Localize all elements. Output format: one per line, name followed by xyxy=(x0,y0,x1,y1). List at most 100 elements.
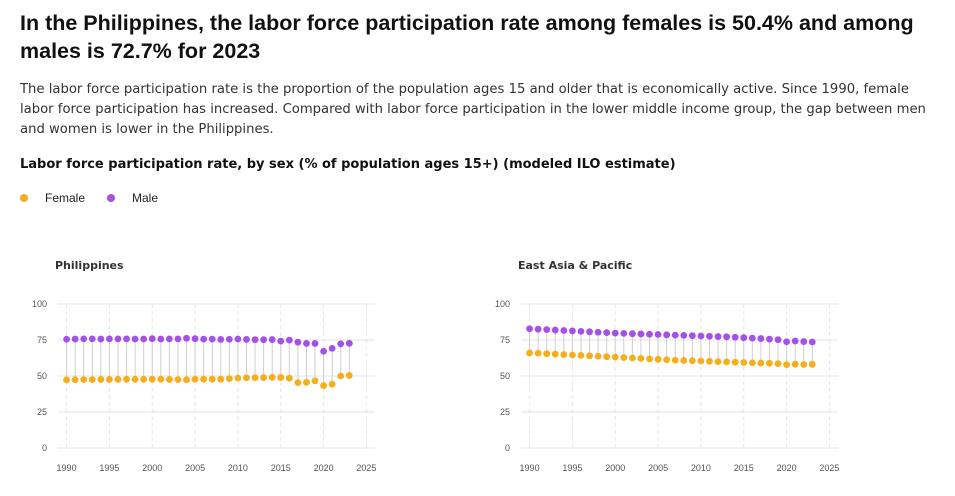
data-point-female[interactable] xyxy=(80,376,88,383)
data-point-male[interactable] xyxy=(320,347,327,355)
data-point-male[interactable] xyxy=(114,335,122,343)
data-point-female[interactable] xyxy=(783,361,790,369)
data-point-male[interactable] xyxy=(594,328,602,336)
data-point-female[interactable] xyxy=(791,360,799,368)
data-point-female[interactable] xyxy=(88,376,96,383)
data-point-male[interactable] xyxy=(791,337,799,345)
data-point-female[interactable] xyxy=(234,374,242,382)
data-point-male[interactable] xyxy=(243,336,250,343)
data-point-female[interactable] xyxy=(268,373,276,381)
data-point-male[interactable] xyxy=(603,329,611,337)
data-point-male[interactable] xyxy=(328,344,336,352)
data-point-male[interactable] xyxy=(106,335,113,343)
data-point-female[interactable] xyxy=(534,349,542,357)
data-point-male[interactable] xyxy=(191,335,199,343)
data-point-female[interactable] xyxy=(217,375,225,383)
data-point-female[interactable] xyxy=(543,350,551,358)
data-point-female[interactable] xyxy=(63,376,70,384)
data-point-male[interactable] xyxy=(586,328,593,336)
data-point-male[interactable] xyxy=(688,332,696,340)
data-point-male[interactable] xyxy=(285,336,293,344)
data-point-male[interactable] xyxy=(800,338,808,345)
data-point-male[interactable] xyxy=(131,335,139,343)
data-point-male[interactable] xyxy=(680,331,688,339)
data-point-female[interactable] xyxy=(148,375,156,383)
data-point-female[interactable] xyxy=(560,351,568,358)
data-point-male[interactable] xyxy=(251,336,259,344)
data-point-male[interactable] xyxy=(620,329,628,337)
data-point-female[interactable] xyxy=(603,353,611,361)
data-point-female[interactable] xyxy=(277,374,285,381)
data-point-female[interactable] xyxy=(663,356,671,364)
data-point-male[interactable] xyxy=(140,335,148,343)
data-point-male[interactable] xyxy=(706,332,713,340)
data-point-male[interactable] xyxy=(337,340,345,348)
data-point-male[interactable] xyxy=(260,336,268,344)
data-point-female[interactable] xyxy=(174,376,182,383)
data-point-female[interactable] xyxy=(577,352,585,359)
data-point-male[interactable] xyxy=(97,335,105,343)
data-point-female[interactable] xyxy=(131,375,139,383)
data-point-male[interactable] xyxy=(663,331,671,339)
data-point-male[interactable] xyxy=(766,335,773,343)
data-point-female[interactable] xyxy=(611,353,619,361)
data-point-female[interactable] xyxy=(731,358,739,366)
data-point-male[interactable] xyxy=(697,332,705,340)
data-point-female[interactable] xyxy=(71,376,79,384)
data-point-female[interactable] xyxy=(671,356,679,364)
data-point-female[interactable] xyxy=(723,358,731,366)
data-point-male[interactable] xyxy=(714,333,722,340)
data-point-male[interactable] xyxy=(783,338,790,346)
data-point-male[interactable] xyxy=(646,330,653,338)
legend-item-male[interactable]: Male xyxy=(107,191,158,205)
data-point-female[interactable] xyxy=(714,358,722,365)
data-point-male[interactable] xyxy=(757,335,765,342)
data-point-male[interactable] xyxy=(208,335,216,343)
data-point-male[interactable] xyxy=(551,326,559,334)
data-point-female[interactable] xyxy=(800,361,808,368)
data-point-female[interactable] xyxy=(208,375,216,383)
data-point-male[interactable] xyxy=(654,331,662,338)
data-point-female[interactable] xyxy=(688,357,696,365)
data-point-female[interactable] xyxy=(697,357,705,365)
data-point-male[interactable] xyxy=(577,327,585,335)
data-point-female[interactable] xyxy=(774,360,782,368)
data-point-male[interactable] xyxy=(637,330,645,338)
data-point-female[interactable] xyxy=(320,382,327,390)
data-point-male[interactable] xyxy=(157,335,165,343)
data-point-male[interactable] xyxy=(174,335,182,343)
data-point-male[interactable] xyxy=(148,335,156,343)
data-point-male[interactable] xyxy=(748,334,756,342)
data-point-female[interactable] xyxy=(225,375,233,382)
data-point-female[interactable] xyxy=(680,357,688,364)
data-point-female[interactable] xyxy=(586,352,593,360)
data-point-female[interactable] xyxy=(303,378,310,386)
data-point-male[interactable] xyxy=(311,340,319,347)
data-point-male[interactable] xyxy=(277,337,285,345)
data-point-male[interactable] xyxy=(165,335,173,343)
data-point-male[interactable] xyxy=(217,336,225,343)
data-point-female[interactable] xyxy=(706,357,713,365)
data-point-male[interactable] xyxy=(808,338,816,346)
data-point-male[interactable] xyxy=(569,327,576,335)
data-point-female[interactable] xyxy=(294,379,302,387)
data-point-female[interactable] xyxy=(551,350,559,358)
data-point-female[interactable] xyxy=(628,354,636,362)
data-point-female[interactable] xyxy=(260,374,268,381)
data-point-female[interactable] xyxy=(808,360,816,368)
data-point-female[interactable] xyxy=(740,359,748,366)
data-point-male[interactable] xyxy=(303,340,310,347)
data-point-male[interactable] xyxy=(671,331,679,339)
data-point-female[interactable] xyxy=(97,376,105,383)
data-point-male[interactable] xyxy=(731,333,739,341)
data-point-male[interactable] xyxy=(345,339,353,347)
data-point-male[interactable] xyxy=(543,326,551,334)
data-point-female[interactable] xyxy=(748,359,756,367)
data-point-male[interactable] xyxy=(294,338,302,346)
data-point-male[interactable] xyxy=(628,330,636,338)
data-point-female[interactable] xyxy=(526,349,533,357)
data-point-female[interactable] xyxy=(243,374,250,382)
data-point-female[interactable] xyxy=(123,375,130,383)
data-point-male[interactable] xyxy=(183,334,190,342)
data-point-female[interactable] xyxy=(165,376,173,383)
